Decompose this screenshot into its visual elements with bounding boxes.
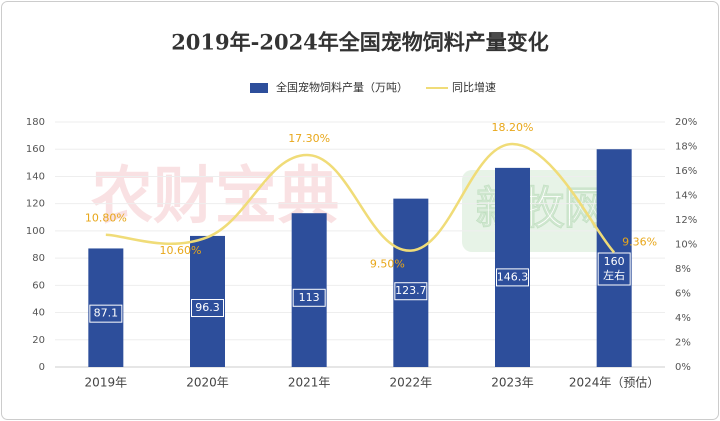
y-tick-label: 160 xyxy=(26,144,45,155)
x-tick-label: 2022年 xyxy=(390,376,433,390)
bar-label-box xyxy=(496,268,529,287)
y-tick-label: 100 xyxy=(26,226,45,237)
y2-tick-label: 4% xyxy=(675,313,691,324)
bar-label: 96.3 xyxy=(195,301,220,314)
y-tick-label: 40 xyxy=(32,308,45,319)
y2-tick-label: 8% xyxy=(675,264,691,275)
bar-label: 146.3 xyxy=(497,270,529,283)
line-label: 9.36% xyxy=(622,235,657,248)
bar xyxy=(596,149,632,367)
bar-label: 87.1 xyxy=(94,307,119,320)
bar-label: 160 左右 xyxy=(603,255,625,282)
legend-label: 全国宠物饲料产量（万吨） xyxy=(276,80,408,94)
y2-tick-label: 14% xyxy=(675,191,697,202)
bar-label: 123.7 xyxy=(395,284,427,297)
y-tick-label: 20 xyxy=(32,335,45,346)
line-label: 18.20% xyxy=(492,121,534,134)
x-tick-label: 2023年 xyxy=(491,376,534,390)
y-tick-label: 180 xyxy=(26,117,45,128)
line-label: 10.80% xyxy=(85,212,127,225)
line-label: 9.50% xyxy=(370,258,405,271)
y2-tick-label: 20% xyxy=(675,117,697,128)
x-tick-label: 2020年 xyxy=(186,376,229,390)
y-tick-label: 0 xyxy=(39,362,45,373)
y-tick-label: 80 xyxy=(32,253,45,264)
x-tick-label: 2019年 xyxy=(85,376,128,390)
y2-tick-label: 6% xyxy=(675,289,691,300)
legend-label: 同比增速 xyxy=(452,80,496,94)
bar xyxy=(88,248,124,367)
bar-label-box xyxy=(292,288,326,307)
y2-tick-label: 18% xyxy=(675,142,697,153)
x-tick-label: 2024年（预估） xyxy=(569,376,660,390)
y2-tick-label: 12% xyxy=(675,215,697,226)
x-tick-label: 2021年 xyxy=(288,376,331,390)
bar-label-box xyxy=(394,282,428,301)
y2-tick-label: 2% xyxy=(675,338,691,349)
bar xyxy=(291,213,327,367)
y-tick-label: 140 xyxy=(26,171,45,182)
y2-tick-label: 16% xyxy=(675,166,697,177)
bar xyxy=(495,167,530,367)
line-label: 17.30% xyxy=(288,132,330,145)
chart-title: 2019年-2024年全国宠物饲料产量变化 xyxy=(171,30,549,55)
bar-label-box xyxy=(89,304,123,323)
y2-tick-label: 0% xyxy=(675,362,691,373)
y2-tick-label: 10% xyxy=(675,240,697,251)
bar-label-box xyxy=(597,252,631,286)
legend-swatch xyxy=(250,83,268,93)
line xyxy=(105,142,616,254)
y-tick-label: 60 xyxy=(32,280,45,291)
y-tick-label: 120 xyxy=(26,199,45,210)
line-label: 10.60% xyxy=(160,244,202,257)
legend: 全国宠物饲料产量（万吨） 同比增速 xyxy=(250,80,496,94)
bar-label: 113 xyxy=(299,291,320,304)
bar xyxy=(190,235,225,367)
bar-label-box xyxy=(191,299,224,318)
